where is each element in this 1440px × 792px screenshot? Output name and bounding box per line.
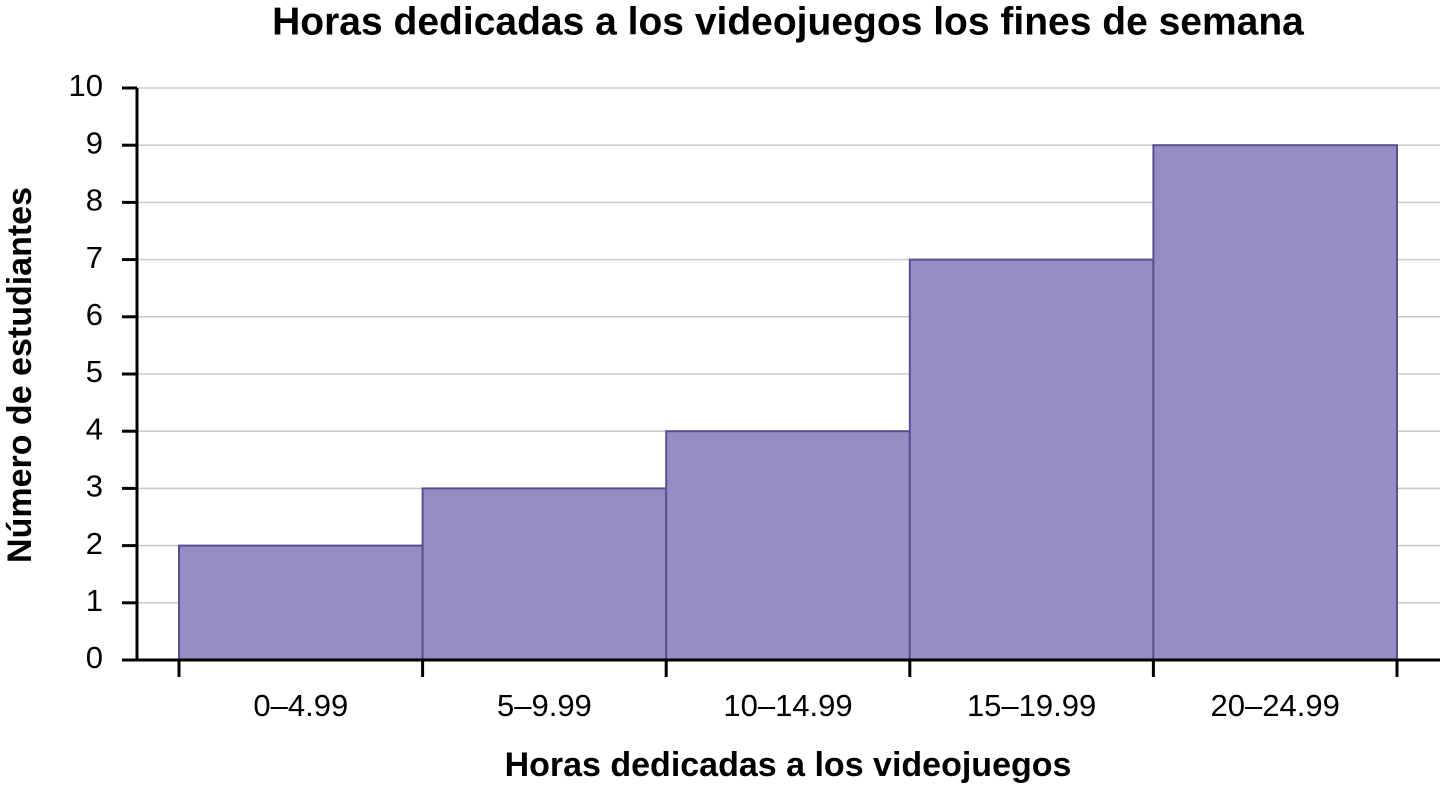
- x-tick-label: 15–19.99: [967, 688, 1096, 723]
- y-tick-label: 7: [86, 240, 103, 275]
- x-tick-label: 10–14.99: [723, 688, 852, 723]
- x-tick-label: 0–4.99: [253, 688, 348, 723]
- bar: [421, 487, 668, 661]
- y-tick-label: 2: [86, 526, 103, 561]
- y-tick-label: 4: [86, 411, 103, 446]
- bar: [665, 430, 911, 662]
- y-tick-label: 10: [69, 68, 103, 103]
- y-tick-label: 6: [86, 297, 103, 332]
- y-tick-label: 3: [86, 469, 103, 504]
- y-tick-label: 8: [86, 183, 103, 218]
- bar: [178, 544, 424, 661]
- x-tick-label: 20–24.99: [1211, 688, 1340, 723]
- y-axis-title: Número de estudiantes: [1, 187, 39, 563]
- y-tick-label: 0: [86, 640, 103, 675]
- y-tick-label: 5: [86, 354, 103, 389]
- x-axis-title: Horas dedicadas a los videojuegos: [505, 746, 1072, 784]
- chart-title: Horas dedicadas a los videojuegos los fi…: [272, 0, 1304, 43]
- x-tick-label: 5–9.99: [497, 688, 592, 723]
- bar: [1152, 144, 1399, 661]
- bar: [908, 258, 1155, 661]
- y-tick-label: 1: [86, 583, 103, 618]
- y-tick-label: 9: [86, 125, 103, 160]
